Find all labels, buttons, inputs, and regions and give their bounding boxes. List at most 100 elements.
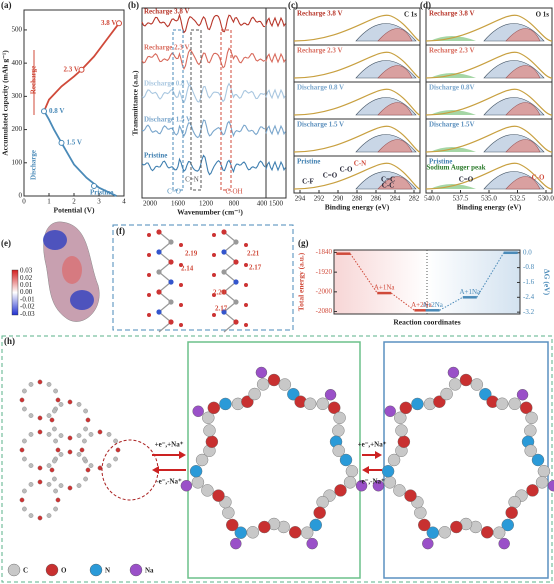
- atom: [212, 273, 216, 277]
- peak-label: C=C: [381, 176, 395, 184]
- state-label: 3.8 V: [101, 19, 116, 27]
- state-point: [58, 139, 65, 146]
- atom: [52, 458, 57, 464]
- atom: [233, 279, 239, 285]
- y2-tick-label: -3.2: [523, 308, 535, 316]
- atom: [328, 401, 341, 415]
- atom: [85, 467, 91, 473]
- na-atom: [498, 537, 510, 550]
- band-label: C=O: [167, 188, 181, 196]
- atom: [22, 488, 27, 494]
- atom: [58, 433, 64, 438]
- atom: [147, 233, 151, 237]
- y-tick-label: -2000: [316, 287, 333, 295]
- atom: [508, 397, 521, 410]
- atom: [531, 453, 545, 467]
- distance-label: 2.14: [181, 265, 194, 273]
- x-axis-label: Binding energy (eV): [325, 203, 390, 212]
- atom: [501, 518, 514, 532]
- atom: [316, 397, 329, 410]
- atom: [46, 482, 52, 487]
- atom: [246, 526, 259, 539]
- esp-red: [62, 256, 82, 284]
- atom: [168, 239, 174, 245]
- atom: [53, 438, 58, 444]
- bond: [158, 311, 172, 323]
- legend-label: O: [61, 567, 67, 575]
- atom: [394, 411, 407, 424]
- bond: [158, 291, 172, 303]
- atom: [179, 243, 183, 247]
- panel-title: C 1s: [404, 11, 417, 19]
- atom: [179, 283, 183, 287]
- ftir-trace: [265, 88, 286, 100]
- na-atom: [230, 537, 242, 550]
- bond: [223, 291, 237, 303]
- atom: [83, 408, 88, 414]
- panel-label: (h): [4, 336, 15, 346]
- atom: [28, 513, 34, 518]
- ftir-trace: [141, 13, 266, 34]
- trace-label: Discharge 1.5 V: [144, 116, 191, 124]
- atom: [115, 447, 121, 453]
- atom: [258, 520, 271, 534]
- atom: [147, 253, 151, 257]
- arrow-head: [179, 451, 186, 459]
- xps-peak: [377, 176, 413, 190]
- atom: [233, 239, 239, 245]
- legend-swatch: [45, 563, 59, 577]
- atom: [244, 303, 248, 307]
- capacity-curve: [43, 22, 120, 112]
- atom: [399, 401, 413, 415]
- atom: [233, 299, 239, 305]
- atom: [233, 259, 239, 265]
- atom: [278, 378, 292, 391]
- xps-envelope: [293, 51, 421, 79]
- x-tick-label: 540.0: [424, 195, 440, 203]
- atom: [113, 438, 118, 444]
- x-tick-label: 535.0: [481, 195, 497, 203]
- atom: [244, 283, 248, 287]
- state-label: Pristine: [90, 189, 113, 197]
- atom: [381, 464, 395, 478]
- atom: [113, 456, 118, 462]
- x-tick-label: 1: [47, 198, 51, 206]
- colorbar-tick: -0.01: [20, 295, 35, 303]
- xps-envelope: [425, 162, 553, 190]
- na-atom: [447, 366, 460, 379]
- atom: [226, 518, 239, 532]
- atom: [88, 432, 94, 437]
- atom: [481, 526, 494, 539]
- trace-label: Recharge 2.3 V: [297, 47, 343, 55]
- atom: [397, 435, 411, 448]
- y2-tick-label: -2.4: [523, 293, 535, 301]
- atom: [19, 447, 25, 453]
- atom: [438, 526, 451, 539]
- band-label: C-OH: [225, 188, 242, 196]
- atom: [168, 259, 174, 265]
- atom: [97, 465, 103, 471]
- atom: [82, 456, 87, 462]
- panel-label: (e): [1, 238, 11, 248]
- arrow-head: [362, 466, 369, 474]
- state-point: [78, 66, 85, 73]
- na-atom: [422, 537, 434, 550]
- trace-label: Discharge 0.8 V: [297, 84, 344, 92]
- level-label: A+1Na: [374, 284, 396, 292]
- atom: [535, 476, 549, 489]
- atom: [156, 269, 162, 275]
- atom: [418, 518, 431, 532]
- atom: [345, 465, 359, 478]
- colorbar-tick: -0.02: [20, 303, 35, 311]
- atom: [492, 526, 506, 539]
- atom: [526, 484, 539, 497]
- xps-envelope: [425, 88, 553, 116]
- arrow-label: +e⁻,+Na⁺: [358, 441, 387, 449]
- atom: [212, 313, 216, 317]
- atom: [221, 269, 227, 275]
- atom: [244, 263, 248, 267]
- atom: [212, 233, 216, 237]
- atom: [22, 456, 27, 462]
- atom: [46, 463, 52, 468]
- atom: [46, 432, 52, 437]
